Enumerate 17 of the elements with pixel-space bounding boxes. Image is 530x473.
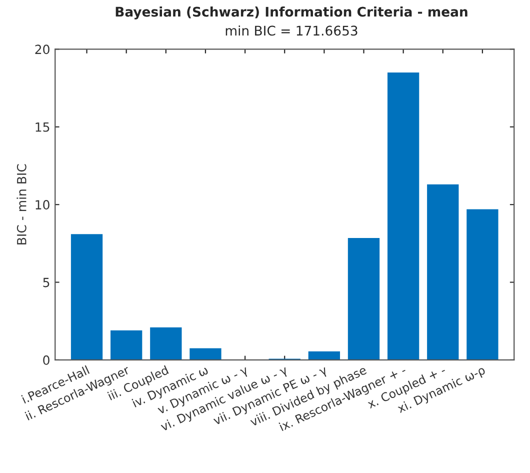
y-tick-label: 10 xyxy=(36,200,50,210)
bar xyxy=(427,184,459,360)
y-tick-label: 5 xyxy=(43,278,50,288)
y-tick-label: 20 xyxy=(35,44,50,54)
bar xyxy=(150,327,182,360)
y-tick-label: 15 xyxy=(36,122,50,132)
bar xyxy=(466,209,498,360)
bar xyxy=(110,330,142,360)
bar xyxy=(308,351,340,360)
chart-subtitle: min BIC = 171.6653 xyxy=(226,25,358,36)
bar xyxy=(70,234,103,360)
chart-title: Bayesian (Schwarz) Information Criteria - mean xyxy=(116,6,468,20)
y-tick-label: 0 xyxy=(43,355,50,365)
bar xyxy=(190,348,222,360)
bar xyxy=(348,238,380,360)
y-axis-title: BIC - min BIC xyxy=(16,164,26,244)
bar xyxy=(387,72,420,360)
